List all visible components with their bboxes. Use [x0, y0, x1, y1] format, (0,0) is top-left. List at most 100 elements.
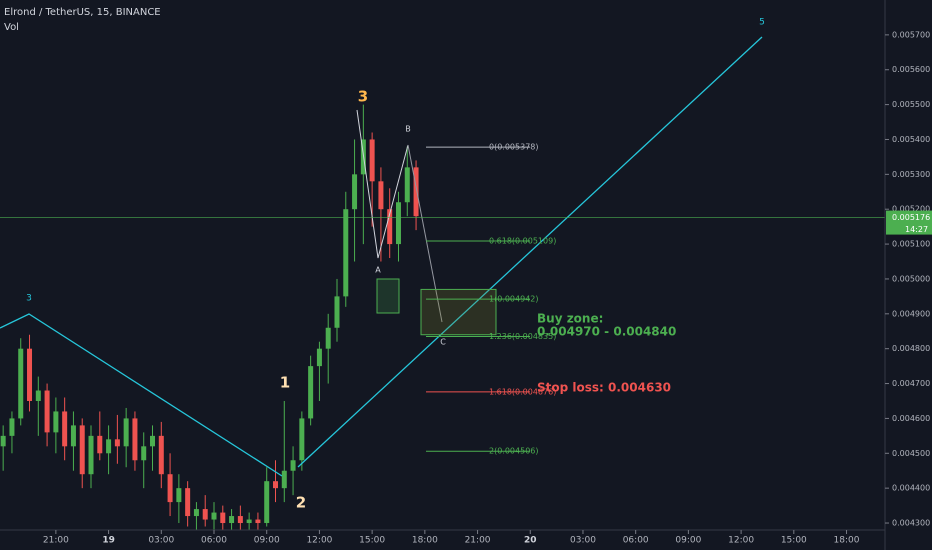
wave-label: C — [440, 338, 446, 347]
y-tick-label: 0.004900 — [892, 309, 930, 318]
candle-body — [44, 390, 50, 433]
chart-title: Elrond / TetherUS, 15, BINANCE — [4, 7, 161, 18]
candle-body — [167, 474, 173, 503]
candle-body — [123, 418, 129, 447]
subtitle: Vol — [4, 22, 19, 33]
x-tick-label: 21:00 — [465, 536, 491, 546]
a-box — [376, 278, 400, 314]
candle-body — [369, 139, 375, 182]
candle-body — [106, 439, 112, 454]
stop-loss: Stop loss: 0.004630 — [537, 381, 671, 395]
x-tick-label: 03:00 — [570, 536, 596, 546]
candle-body — [220, 512, 226, 524]
candle-body — [325, 327, 331, 349]
candle-body — [343, 209, 349, 297]
buy-zone-range: 0.004970 - 0.004840 — [537, 325, 676, 339]
y-tick-label: 0.005200 — [892, 205, 930, 214]
x-tick-label: 03:00 — [148, 536, 174, 546]
candle-body — [281, 470, 287, 489]
candle-body — [97, 435, 103, 454]
x-tick-label: 06:00 — [623, 536, 649, 546]
candle-body — [141, 446, 147, 461]
y-tick-label: 0.005100 — [892, 240, 930, 249]
x-tick-label: 20 — [524, 536, 537, 546]
x-tick-label: 15:00 — [359, 536, 385, 546]
y-tick-label: 0.004600 — [892, 414, 930, 423]
candle-body — [18, 348, 24, 419]
y-tick-label: 0.004700 — [892, 379, 930, 388]
wave-label: A — [375, 266, 381, 275]
candle-body — [202, 509, 208, 520]
y-tick-label: 0.004300 — [892, 519, 930, 528]
wave-label: 5 — [759, 18, 765, 28]
wave-label: 2 — [296, 494, 306, 512]
candle-body — [158, 435, 164, 475]
y-tick-label: 0.005000 — [892, 274, 930, 283]
wave-label: B — [405, 125, 411, 134]
wave-label: 3 — [358, 88, 368, 106]
candle-body — [62, 411, 68, 447]
fib-label: 1.236(0.004835) — [489, 332, 556, 341]
x-tick-label: 06:00 — [201, 536, 227, 546]
fib-label: 0.618(0.005109) — [489, 236, 556, 245]
candle-body — [35, 390, 41, 401]
candle-body — [211, 512, 217, 520]
x-tick-label: 12:00 — [306, 536, 332, 546]
candle-body — [176, 488, 182, 503]
candle-body — [27, 348, 33, 401]
candle-body — [387, 209, 393, 245]
candle-body — [70, 425, 76, 447]
countdown: 14:27 — [905, 225, 928, 234]
y-tick-label: 0.004400 — [892, 484, 930, 493]
y-tick-label: 0.005300 — [892, 170, 930, 179]
candle-body — [378, 181, 384, 210]
candle-body — [9, 418, 15, 436]
y-tick-label: 0.004800 — [892, 344, 930, 353]
plot-area: 0(0.005378) 0.618(0.005109) 1(0.004942) 1.2… — [0, 18, 885, 530]
x-tick-label: 12:00 — [728, 536, 754, 546]
fib-label: 1(0.004942) — [489, 295, 539, 304]
y-tick-label: 0.004500 — [892, 449, 930, 458]
last-price-tag — [886, 210, 932, 235]
candle-body — [255, 519, 261, 524]
candle-body — [290, 460, 296, 471]
candle-body — [246, 519, 252, 524]
buy-zone-title: Buy zone: — [537, 312, 603, 326]
candle-body — [308, 366, 314, 419]
x-tick-label: 09:00 — [675, 536, 701, 546]
candle-body — [334, 296, 340, 328]
candle-body — [79, 425, 85, 475]
fib-label: 1.618(0.004676) — [489, 387, 556, 396]
y-tick-label: 0.005600 — [892, 65, 930, 74]
x-tick-label: 19 — [102, 536, 115, 546]
fib-label: 0(0.005378) — [489, 143, 539, 152]
candle-body — [185, 488, 191, 517]
y-tick-label: 0.005400 — [892, 135, 930, 144]
abc-line — [407, 144, 443, 323]
fib-label: 2(0.004506) — [489, 447, 539, 456]
x-tick-label: 21:00 — [43, 536, 69, 546]
candle-body — [352, 174, 358, 210]
buy-zone-box — [420, 288, 497, 336]
candle-body — [229, 516, 235, 524]
candle-body — [413, 167, 419, 217]
x-tick-label: 18:00 — [834, 536, 860, 546]
candle-body — [264, 481, 270, 524]
candle-body — [272, 481, 278, 489]
wave-label: 3 — [26, 294, 32, 304]
candle-body — [132, 418, 138, 461]
candle-body — [0, 435, 6, 447]
candle-body — [150, 435, 156, 447]
candle-body — [299, 418, 305, 461]
x-tick-label: 15:00 — [781, 536, 807, 546]
x-tick-label: 09:00 — [254, 536, 280, 546]
candle-body — [237, 516, 243, 524]
wave-line — [297, 36, 763, 468]
candle-body — [395, 202, 401, 245]
wave-label: 1 — [280, 374, 290, 392]
wave-line — [0, 313, 283, 477]
last-price-label: 0.005176 — [892, 213, 930, 222]
candle-body — [88, 435, 94, 475]
